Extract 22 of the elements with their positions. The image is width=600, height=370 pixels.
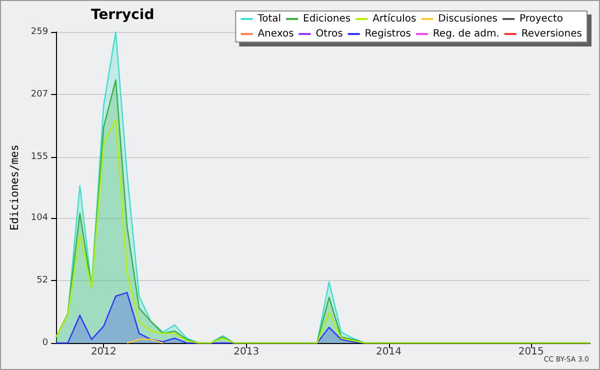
x-tick-label: 2014: [376, 346, 402, 358]
legend-label: Reversiones: [521, 28, 582, 40]
legend-label: Ediciones: [303, 14, 351, 24]
legend-label: Anexos: [258, 28, 294, 40]
x-tick-label: 2012: [90, 346, 116, 358]
legend-label: Discusiones: [438, 14, 498, 24]
y-tick-label: 155: [30, 152, 48, 162]
legend-label: Reg. de adm.: [432, 28, 500, 40]
chart-title: Terrycid: [91, 7, 154, 23]
legend-label: Registros: [364, 28, 411, 40]
y-tick-label: 259: [30, 27, 48, 37]
x-tick-label: 2013: [234, 346, 260, 358]
x-tick-label: 2015: [518, 346, 544, 358]
legend-label: Proyecto: [520, 14, 563, 24]
legend-label: Total: [256, 14, 282, 24]
y-axis-title: Ediciones/mes: [8, 144, 21, 231]
y-tick-label: 0: [42, 338, 48, 348]
legend-label: Artículos: [372, 14, 416, 24]
y-tick-label: 207: [30, 89, 48, 100]
y-tick-label: 52: [36, 276, 48, 286]
y-tick-label: 104: [30, 213, 48, 224]
legend-label: Otros: [316, 28, 343, 40]
